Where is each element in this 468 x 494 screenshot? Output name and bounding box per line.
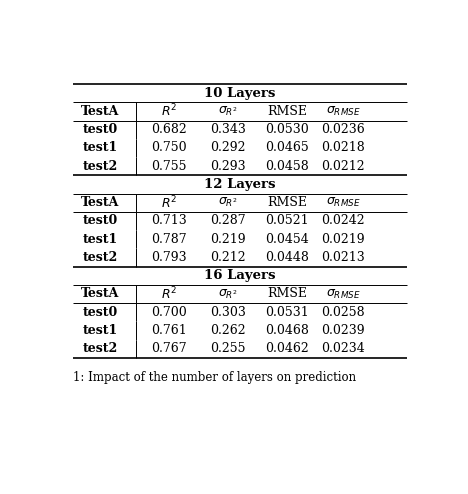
Text: 0.262: 0.262: [211, 324, 246, 337]
Text: $\sigma_{RMSE}$: $\sigma_{RMSE}$: [326, 105, 360, 118]
Text: $\sigma_{R^2}$: $\sigma_{R^2}$: [218, 288, 238, 300]
Text: test2: test2: [82, 160, 118, 173]
Text: 0.212: 0.212: [211, 251, 246, 264]
Text: 0.0448: 0.0448: [265, 251, 309, 264]
Text: 0.0234: 0.0234: [322, 342, 365, 355]
Text: 0.0465: 0.0465: [265, 141, 309, 155]
Text: RMSE: RMSE: [267, 196, 307, 209]
Text: 0.0468: 0.0468: [265, 324, 309, 337]
Text: 16 Layers: 16 Layers: [204, 269, 276, 282]
Text: test0: test0: [82, 306, 118, 319]
Text: 0.0218: 0.0218: [322, 141, 365, 155]
Text: 0.255: 0.255: [211, 342, 246, 355]
Text: 0.750: 0.750: [151, 141, 187, 155]
Text: 0.761: 0.761: [151, 324, 187, 337]
Text: TestA: TestA: [81, 288, 119, 300]
Text: test1: test1: [82, 324, 118, 337]
Text: TestA: TestA: [81, 105, 119, 118]
Text: test2: test2: [82, 251, 118, 264]
Text: 0.0242: 0.0242: [322, 214, 365, 227]
Text: 12 Layers: 12 Layers: [204, 178, 276, 191]
Text: 0.0236: 0.0236: [322, 123, 365, 136]
Text: 0.787: 0.787: [151, 233, 187, 246]
Text: 0.0531: 0.0531: [265, 306, 309, 319]
Text: 0.293: 0.293: [211, 160, 246, 173]
Text: RMSE: RMSE: [267, 105, 307, 118]
Text: 0.0212: 0.0212: [322, 160, 365, 173]
Text: $R^2$: $R^2$: [161, 286, 177, 302]
Text: 0.0219: 0.0219: [322, 233, 365, 246]
Text: test0: test0: [82, 123, 118, 136]
Text: test1: test1: [82, 141, 118, 155]
Text: test1: test1: [82, 233, 118, 246]
Text: 0.793: 0.793: [151, 251, 187, 264]
Text: 0.0258: 0.0258: [322, 306, 365, 319]
Text: 0.713: 0.713: [151, 214, 187, 227]
Text: test2: test2: [82, 342, 118, 355]
Text: 0.0213: 0.0213: [322, 251, 365, 264]
Text: 0.755: 0.755: [151, 160, 187, 173]
Text: 0.343: 0.343: [210, 123, 246, 136]
Text: $\sigma_{R^2}$: $\sigma_{R^2}$: [218, 196, 238, 209]
Text: $\sigma_{RMSE}$: $\sigma_{RMSE}$: [326, 196, 360, 209]
Text: 0.0530: 0.0530: [265, 123, 309, 136]
Text: 0.219: 0.219: [211, 233, 246, 246]
Text: $\sigma_{RMSE}$: $\sigma_{RMSE}$: [326, 288, 360, 300]
Text: TestA: TestA: [81, 196, 119, 209]
Text: RMSE: RMSE: [267, 288, 307, 300]
Text: 0.0462: 0.0462: [265, 342, 309, 355]
Text: $R^2$: $R^2$: [161, 194, 177, 211]
Text: test0: test0: [82, 214, 118, 227]
Text: 0.303: 0.303: [210, 306, 246, 319]
Text: $R^2$: $R^2$: [161, 103, 177, 120]
Text: $\sigma_{R^2}$: $\sigma_{R^2}$: [218, 105, 238, 118]
Text: 0.767: 0.767: [151, 342, 187, 355]
Text: 0.682: 0.682: [151, 123, 187, 136]
Text: 0.700: 0.700: [151, 306, 187, 319]
Text: 0.0458: 0.0458: [265, 160, 309, 173]
Text: 0.287: 0.287: [211, 214, 246, 227]
Text: 0.0239: 0.0239: [322, 324, 365, 337]
Text: 1: Impact of the number of layers on prediction: 1: Impact of the number of layers on pre…: [73, 371, 356, 384]
Text: 0.0454: 0.0454: [265, 233, 309, 246]
Text: 0.292: 0.292: [211, 141, 246, 155]
Text: 0.0521: 0.0521: [265, 214, 309, 227]
Text: 10 Layers: 10 Layers: [204, 86, 276, 100]
